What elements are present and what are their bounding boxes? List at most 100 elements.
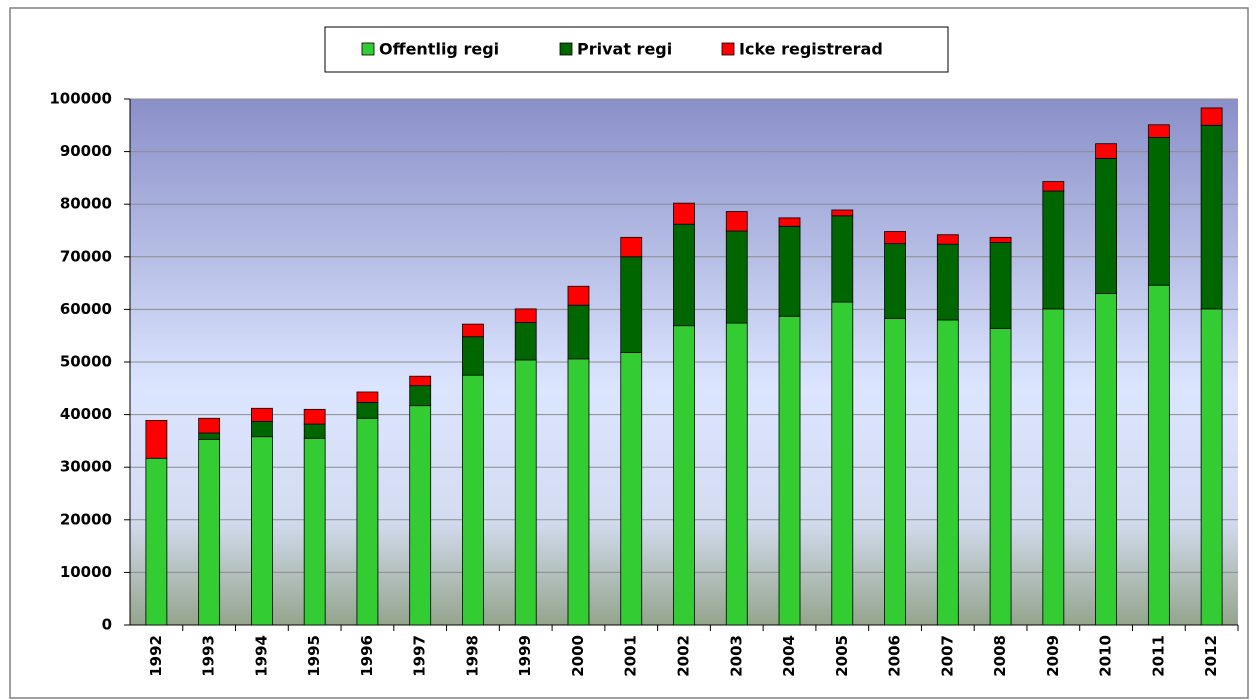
y-tick-label: 20000: [60, 510, 112, 528]
bar-segment: [1042, 181, 1065, 192]
bar-segment: [725, 211, 748, 232]
bar-segment: [1147, 136, 1170, 286]
x-tick-label: 1998: [463, 635, 481, 677]
bar-segment: [251, 407, 273, 422]
x-tick-label: 1992: [147, 635, 165, 677]
bar-segment: [356, 402, 379, 419]
legend-box: [324, 26, 949, 73]
bar-segment: [356, 417, 379, 626]
bar-segment: [567, 304, 590, 360]
bar-segment: [884, 231, 906, 245]
bar-segment: [989, 236, 1012, 243]
bar-segment: [1200, 107, 1223, 126]
x-tick-label: 1997: [411, 635, 429, 677]
bar-segment: [936, 243, 959, 321]
bar-segment: [567, 285, 590, 306]
x-tick-label: 2002: [675, 635, 693, 677]
y-tick-label: 0: [102, 616, 112, 634]
x-tick-label: 2005: [833, 635, 851, 677]
bar-segment: [198, 417, 221, 434]
bar-segment: [725, 322, 748, 626]
x-tick-label: 2012: [1202, 635, 1220, 677]
bar-segment: [778, 217, 801, 227]
bar-segment: [1095, 293, 1117, 626]
bar-segment: [303, 423, 326, 439]
bar-segment: [831, 209, 854, 217]
x-tick-label: 1995: [305, 635, 323, 677]
bar-segment: [831, 301, 854, 626]
legend-swatch: [721, 42, 735, 56]
bar-segment: [198, 438, 221, 626]
bar-segment: [145, 419, 168, 459]
bar-segment: [145, 457, 168, 626]
x-tick-label: 1994: [252, 635, 270, 677]
x-tick-label: 2011: [1149, 635, 1167, 677]
bar-segment: [303, 437, 326, 626]
bar-segment: [1147, 284, 1170, 626]
x-tick-label: 1993: [200, 635, 218, 677]
y-tick-label: 70000: [60, 247, 112, 265]
x-tick-label: 2004: [780, 635, 798, 677]
bar-segment: [725, 230, 748, 324]
legend: [324, 26, 949, 73]
bar-segment: [409, 385, 432, 407]
bar-segment: [514, 322, 537, 361]
y-tick-label: 40000: [60, 405, 112, 423]
y-tick-label: 50000: [60, 353, 112, 371]
bar-segment: [1042, 308, 1065, 626]
x-tick-label: 1996: [358, 635, 376, 677]
bar-segment: [1147, 124, 1170, 138]
x-tick-label: 2006: [886, 635, 904, 677]
y-tick-label: 30000: [60, 458, 112, 476]
bar-segment: [936, 234, 959, 245]
bar-segment: [620, 352, 643, 626]
bar-segment: [1200, 124, 1223, 310]
bar-segment: [673, 223, 695, 327]
bar-segment: [356, 391, 379, 403]
bar-segment: [884, 243, 906, 319]
bar-segment: [514, 308, 537, 323]
bar-segment: [198, 432, 221, 440]
bar-segment: [514, 359, 537, 626]
bar-segment: [567, 358, 590, 626]
x-tick-label: 2001: [622, 635, 640, 677]
bar-segment: [1200, 308, 1223, 626]
y-tick-label: 10000: [60, 563, 112, 581]
bar-segment: [989, 242, 1012, 329]
bar-segment: [1042, 190, 1065, 310]
x-tick-label: 2007: [938, 635, 956, 677]
bar-segment: [462, 323, 484, 338]
bar-segment: [409, 375, 432, 387]
x-tick-label: 2010: [1097, 635, 1115, 677]
legend-label: Offentlig regi: [379, 40, 499, 59]
legend-swatch: [559, 42, 573, 56]
x-tick-label: 2003: [727, 635, 745, 677]
x-tick-label: 2008: [991, 635, 1009, 677]
bar-segment: [620, 256, 643, 353]
bar-segment: [409, 405, 432, 626]
bar-segment: [778, 225, 801, 317]
bar-segment: [778, 315, 801, 626]
bar-segment: [1095, 158, 1117, 295]
x-tick-label: 2009: [1044, 635, 1062, 677]
legend-label: Icke registrerad: [739, 40, 883, 59]
y-tick-label: 90000: [60, 142, 112, 160]
bar-segment: [303, 408, 326, 425]
legend-swatch: [361, 42, 375, 56]
legend-label: Privat regi: [577, 40, 672, 59]
bar-segment: [251, 421, 273, 438]
x-tick-label: 2000: [569, 635, 587, 677]
y-tick-label: 100000: [49, 90, 112, 108]
bar-segment: [673, 325, 695, 626]
bar-segment: [673, 202, 695, 225]
y-tick-label: 60000: [60, 300, 112, 318]
bar-segment: [884, 317, 906, 626]
bar-segment: [251, 436, 273, 626]
x-tick-label: 1999: [516, 635, 534, 677]
bar-segment: [936, 319, 959, 626]
bar-segment: [462, 374, 484, 626]
bar-segment: [989, 327, 1012, 626]
bar-segment: [620, 236, 643, 258]
y-tick-label: 80000: [60, 195, 112, 213]
